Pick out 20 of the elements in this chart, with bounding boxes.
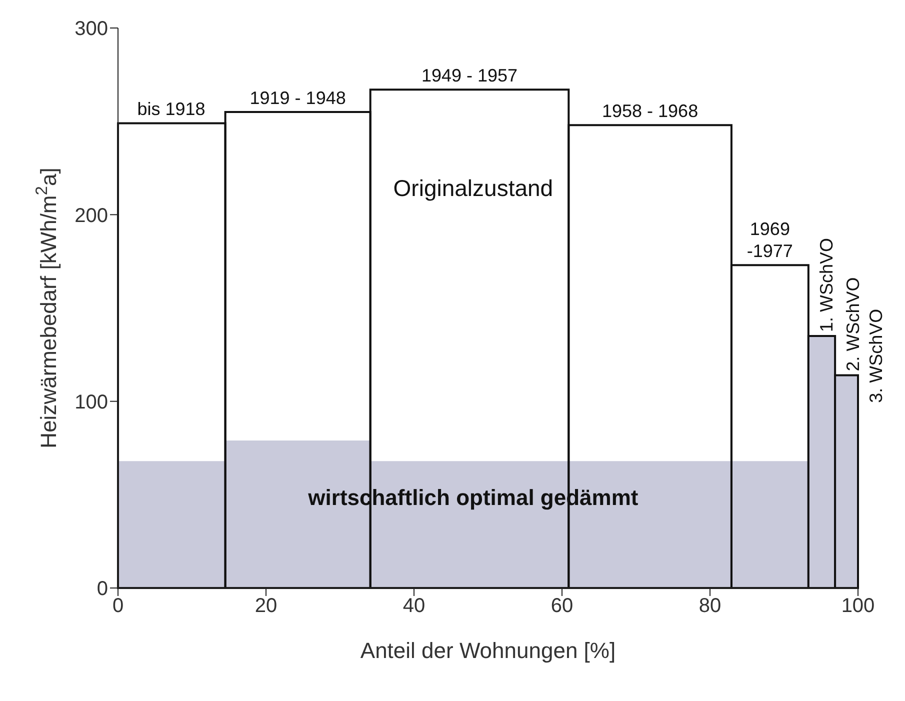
- annotation: 1958 - 1968: [602, 101, 698, 122]
- x-tick-label: 40: [402, 595, 426, 618]
- x-axis-title: Anteil der Wohnungen [%]: [360, 638, 616, 663]
- y-tick-label: 300: [74, 18, 108, 40]
- annotation: 2. WSchVO: [843, 277, 864, 372]
- annotation: 1919 - 1948: [250, 88, 346, 108]
- x-tick-label: 100: [841, 595, 875, 618]
- y-tick-label: 200: [74, 204, 108, 227]
- annotation: 3. WSchVO: [866, 308, 886, 403]
- annotation: 1. WSchVO: [816, 238, 836, 332]
- x-tick-label: 0: [112, 595, 124, 618]
- x-tick-label: 80: [698, 595, 722, 618]
- annotation: bis 1918: [137, 99, 206, 120]
- x-tick-label: 20: [254, 595, 278, 618]
- series-label: Originalzustand: [393, 174, 554, 201]
- x-tick-label: 60: [550, 595, 574, 618]
- annotation: 1969 -1977: [746, 219, 793, 262]
- annotation: 1949 - 1957: [421, 66, 518, 86]
- y-tick-label: 100: [74, 391, 108, 414]
- y-tick-label: 0: [96, 578, 108, 600]
